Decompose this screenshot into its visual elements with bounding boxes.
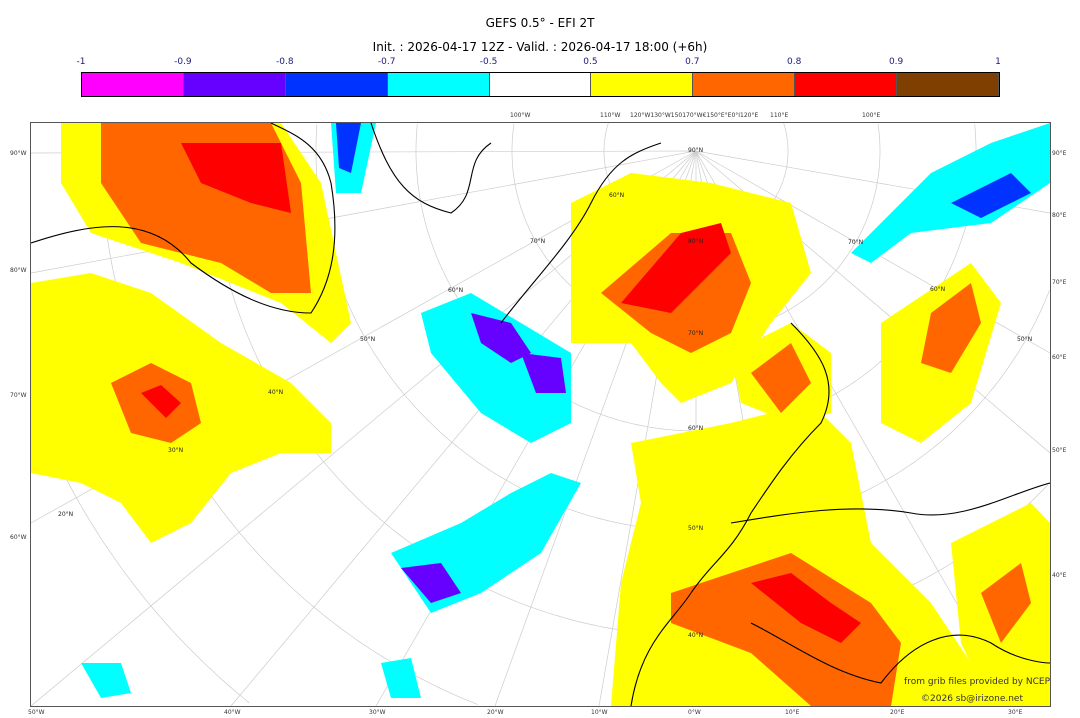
coastlines: [31, 123, 1050, 706]
colorbar-segment: [795, 73, 898, 96]
colorbar-tick-label: -1: [76, 57, 86, 67]
colorbar-tick-label: 0.8: [787, 57, 802, 67]
map-svg: [31, 123, 1050, 706]
colorbar-segment: [183, 73, 286, 96]
latitude-circle: [315, 124, 1050, 532]
colorbar-tick-label: 0.5: [583, 57, 598, 67]
latitude-label: 20°N: [58, 511, 74, 518]
axis-label-left: 80°W: [10, 267, 27, 274]
colorbar-segment: [591, 73, 694, 96]
axis-label-bottom: 30°W: [369, 709, 386, 716]
latitude-label: 60°N: [609, 192, 625, 199]
axis-label-right: 50°E: [1052, 447, 1067, 454]
colorbar: [81, 72, 1000, 97]
axis-label-top: 120°W130°W150170°W€150°E°E0°I120°E: [630, 112, 759, 119]
latitude-label: 70°N: [688, 330, 704, 337]
colorbar-tick-label: 1: [995, 57, 1001, 67]
colorbar-tick-label: -0.8: [275, 57, 294, 67]
axis-label-bottom: 50°W: [28, 709, 45, 716]
latitude-label: 80°N: [688, 238, 704, 245]
axis-label-right: 60°E: [1052, 354, 1067, 361]
axis-label-bottom: 20°W: [487, 709, 504, 716]
copyright-credit: ©2026 sb@irizone.net: [921, 694, 1023, 704]
axis-label-bottom: 20°E: [890, 709, 905, 716]
latitude-label: 40°N: [688, 632, 704, 639]
axis-label-left: 70°W: [10, 392, 27, 399]
axis-label-top: 100°W: [510, 112, 531, 119]
latitude-circle: [783, 123, 789, 151]
latitude-label: 40°N: [268, 389, 284, 396]
axis-label-bottom: 30°E: [1008, 709, 1023, 716]
colorbar-segment: [82, 73, 184, 96]
latitude-label: 60°N: [688, 425, 704, 432]
colorbar-tick-label: 0.7: [685, 57, 700, 67]
axis-label-bottom: 10°E: [785, 709, 800, 716]
colorbar-tick-label: -0.7: [377, 57, 396, 67]
colorbar-tick-label: -0.9: [174, 57, 192, 67]
axis-label-right: 40°E: [1052, 572, 1067, 579]
axis-label-bottom: 0°W: [688, 709, 701, 716]
axis-label-top: 110°E: [770, 112, 789, 119]
map-title: GEFS 0.5° - EFI 2T: [485, 16, 595, 30]
colorbar-segment: [285, 73, 388, 96]
data-source-credit: from grib files provided by NCEP: [904, 677, 1050, 687]
latitude-label: 50°N: [360, 336, 376, 343]
axis-label-top: 100°E: [862, 112, 881, 119]
colorbar-segment: [693, 73, 796, 96]
latitude-label: 50°N: [688, 525, 704, 532]
colorbar-segment: [897, 73, 1000, 96]
latitude-circle: [974, 124, 977, 151]
axis-label-bottom: 10°W: [591, 709, 608, 716]
latitude-label: 50°N: [1017, 336, 1033, 343]
latitude-label: 70°N: [530, 238, 546, 245]
latitude-label: 30°N: [168, 447, 184, 454]
colorbar-segment: [489, 73, 592, 96]
colorbar-segment: [387, 73, 490, 96]
latitude-circle: [877, 123, 881, 151]
axis-label-left: 60°W: [10, 534, 27, 541]
latitude-label: 60°N: [930, 286, 946, 293]
latitude-label: 60°N: [448, 287, 464, 294]
axis-label-right: 90°E: [1052, 150, 1067, 157]
latitude-label: 70°N: [848, 239, 864, 246]
map-subtitle: Init. : 2026-04-17 12Z - Valid. : 2026-0…: [372, 40, 708, 54]
axis-label-bottom: 40°W: [224, 709, 241, 716]
colorbar-tick-label: 0.9: [888, 57, 904, 67]
latitude-label: 90°N: [688, 147, 704, 154]
efi-shading: [31, 123, 1050, 706]
axis-label-right: 80°E: [1052, 212, 1067, 219]
colorbar-tick-label: -0.5: [479, 57, 498, 67]
axis-label-left: 90°W: [10, 150, 27, 157]
axis-label-right: 70°E: [1052, 279, 1067, 286]
map-panel[interactable]: [30, 122, 1051, 707]
axis-label-top: 110°W: [600, 112, 621, 119]
